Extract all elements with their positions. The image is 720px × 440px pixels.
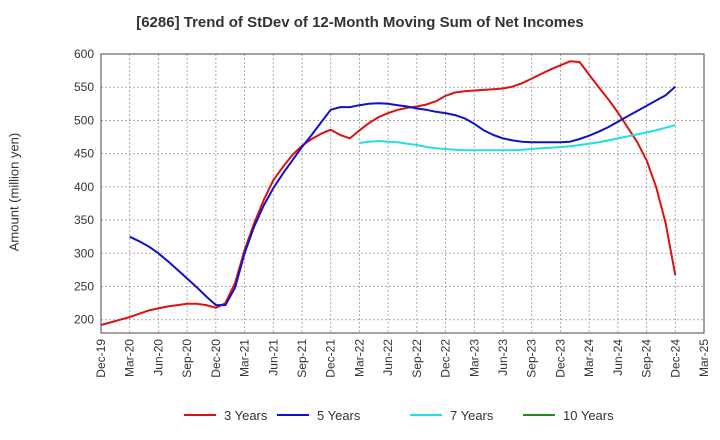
grid	[101, 53, 704, 333]
y-tick-label: 250	[74, 280, 94, 294]
x-tick-label: Sep-22	[410, 339, 424, 378]
x-tick-label: Mar-25	[697, 339, 711, 377]
legend-label: 3 Years	[224, 408, 268, 423]
y-tick-label: 300	[74, 246, 94, 260]
series-line-5-years	[129, 85, 676, 307]
x-tick-label: Mar-23	[467, 339, 481, 377]
x-tick-label: Dec-19	[94, 339, 108, 378]
y-tick-label: 450	[74, 147, 94, 161]
y-tick-label: 400	[74, 180, 94, 194]
x-tick-label: Mar-20	[123, 339, 137, 377]
y-tick-label: 350	[74, 213, 94, 227]
x-tick-label: Dec-21	[324, 339, 338, 378]
x-tick-label: Jun-23	[496, 339, 510, 376]
x-tick-label: Dec-23	[553, 339, 567, 378]
x-tick-label: Dec-24	[668, 339, 682, 378]
x-tick-label: Jun-24	[611, 339, 625, 376]
y-tick-label: 600	[74, 47, 94, 61]
x-tick-label: Jun-22	[381, 339, 395, 376]
series-line-7-years	[359, 124, 676, 152]
legend-label: 5 Years	[317, 408, 361, 423]
x-tick-label: Mar-21	[238, 339, 252, 377]
x-tick-label: Mar-22	[352, 339, 366, 377]
legend-label: 10 Years	[563, 408, 614, 423]
y-tick-label: 500	[74, 113, 94, 127]
x-tick-label: Dec-20	[209, 339, 223, 378]
legend: 3 Years 5 Years 7 Years 10 Years	[184, 408, 614, 423]
x-tick-label: Sep-24	[640, 339, 654, 378]
x-tick-label: Jun-21	[266, 339, 280, 376]
legend-label: 7 Years	[450, 408, 494, 423]
chart-title: [6286] Trend of StDev of 12-Month Moving…	[136, 14, 584, 31]
y-tick-label: 200	[74, 313, 94, 327]
axes: Dec-19 Mar-20 Jun-20 Sep-20 Dec-20 Mar-21 Jun-…	[74, 47, 711, 378]
x-tick-label: Dec-22	[439, 339, 453, 378]
plot-border	[100, 53, 705, 334]
series-lines	[100, 60, 677, 326]
y-tick-label: 550	[74, 80, 94, 94]
series-line-3-years	[100, 60, 677, 326]
x-tick-label: Sep-20	[180, 339, 194, 378]
plot-area	[101, 54, 704, 333]
x-tick-label: Jun-20	[151, 339, 165, 376]
x-tick-label: Sep-23	[525, 339, 539, 378]
x-tick-label: Sep-21	[295, 339, 309, 378]
x-tick-label: Mar-24	[582, 339, 596, 377]
